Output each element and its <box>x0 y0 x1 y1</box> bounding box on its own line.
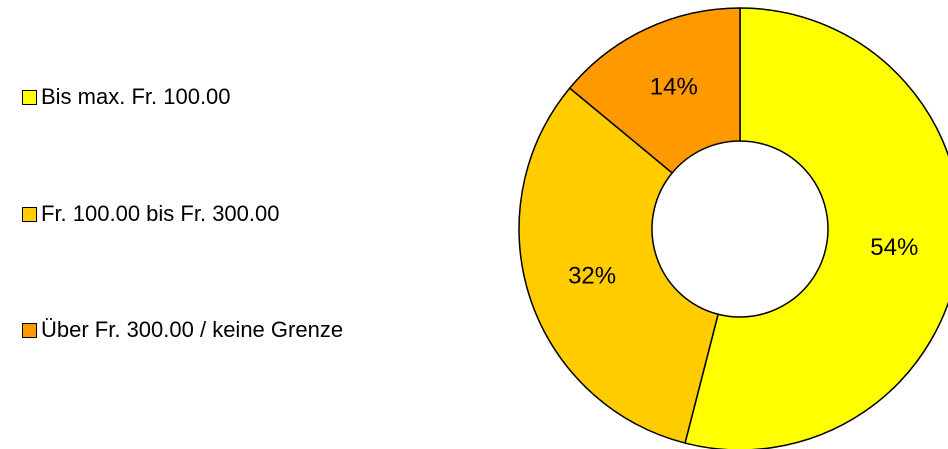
donut-slice <box>684 7 948 449</box>
data-label: 32% <box>568 262 616 289</box>
legend-swatch <box>22 90 37 105</box>
legend-item: Fr. 100.00 bis Fr. 300.00 <box>22 199 371 229</box>
donut-slice <box>518 87 720 444</box>
legend-item: Über Fr. 300.00 / keine Grenze <box>22 315 371 345</box>
data-label: 54% <box>870 234 918 261</box>
legend-label: Bis max. Fr. 100.00 <box>41 84 231 109</box>
legend-swatch <box>22 207 37 222</box>
legend-item: Bis max. Fr. 100.00 <box>22 82 371 112</box>
legend-label: Über Fr. 300.00 / keine Grenze <box>41 317 344 342</box>
donut-slice <box>568 7 741 174</box>
data-label: 14% <box>650 74 698 101</box>
legend-label: Fr. 100.00 bis Fr. 300.00 <box>41 201 280 226</box>
legend-swatch <box>22 323 37 338</box>
